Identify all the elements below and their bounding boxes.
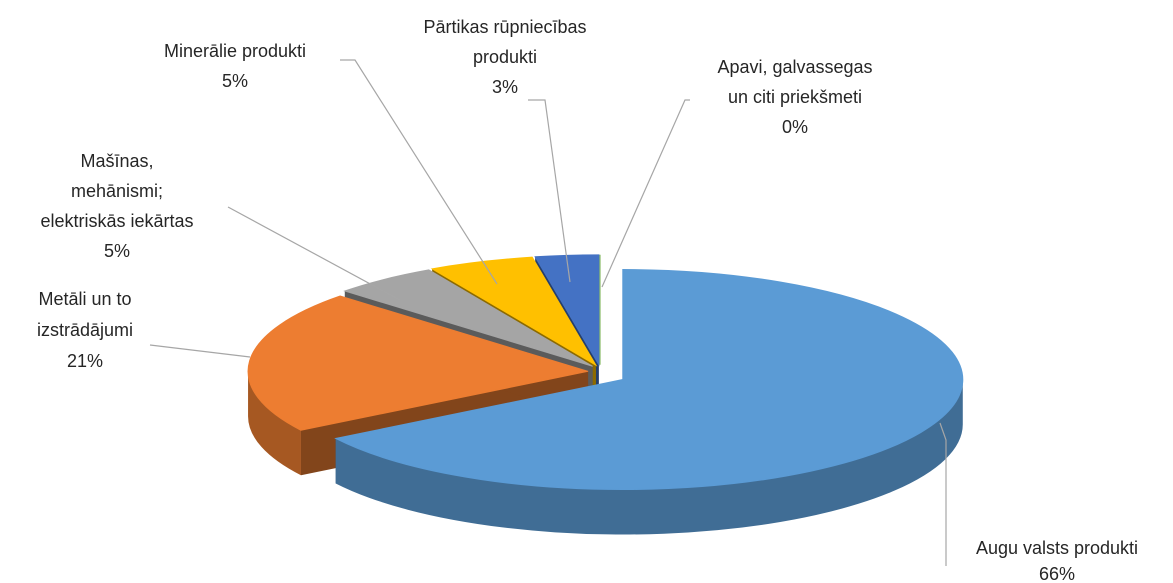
category-label: Apavi, galvassegas un citi priekšmeti <box>717 57 872 107</box>
slice-top <box>430 256 598 367</box>
value-label: 21% <box>67 351 103 371</box>
value-label: 0% <box>782 117 808 137</box>
leader-line <box>227 206 401 301</box>
label-line: mehānismi; <box>71 181 163 201</box>
label-line: izstrādājumi <box>37 320 133 340</box>
label-line: Minerālie produkti <box>164 41 306 61</box>
leader-line <box>939 422 947 566</box>
leader-line <box>149 344 251 358</box>
leader-line <box>340 59 498 285</box>
label-line: Pārtikas rūpniecības <box>423 17 586 37</box>
category-label: Pārtikas rūpniecības produkti <box>423 17 586 67</box>
value-label: 66% <box>1039 564 1075 583</box>
label-line: Mašīnas, <box>80 151 153 171</box>
slice <box>334 269 964 535</box>
value-label: 5% <box>222 71 248 91</box>
category-label: Metāli un to izstrādājumi <box>37 289 133 340</box>
label-line: Apavi, galvassegas <box>717 57 872 77</box>
slice-side <box>335 379 963 535</box>
leader-line <box>528 99 571 283</box>
value-label: 3% <box>492 77 518 97</box>
label-line: produkti <box>473 47 537 67</box>
category-label: Augu valsts produkti <box>976 538 1138 558</box>
label-line: elektriskās iekārtas <box>40 211 193 231</box>
label-line: Augu valsts produkti <box>976 538 1138 558</box>
slice-top <box>334 269 964 491</box>
category-label: Minerālie produkti <box>164 41 306 61</box>
leader-line <box>601 99 690 288</box>
category-label: Mašīnas, mehānismi; elektriskās iekārtas <box>40 151 193 231</box>
label-line: un citi priekšmeti <box>728 87 862 107</box>
label-line: Metāli un to <box>38 289 131 309</box>
slice-top <box>343 269 593 367</box>
slice-top <box>247 295 589 431</box>
slice-side <box>248 371 301 476</box>
value-label: 5% <box>104 241 130 261</box>
